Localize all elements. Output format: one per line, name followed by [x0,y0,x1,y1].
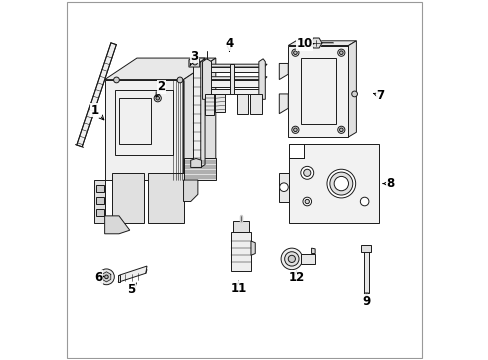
Circle shape [303,197,311,206]
Text: 10: 10 [296,37,313,50]
Polygon shape [364,293,368,297]
Polygon shape [96,185,104,192]
Polygon shape [104,216,129,234]
Circle shape [104,275,108,279]
Circle shape [360,197,368,206]
Circle shape [329,172,352,195]
Polygon shape [287,41,356,45]
Circle shape [99,269,114,285]
Polygon shape [249,94,262,114]
Polygon shape [237,94,247,114]
Text: 2: 2 [156,80,165,97]
Polygon shape [192,58,204,62]
Polygon shape [203,80,264,87]
Polygon shape [278,173,289,202]
Circle shape [339,51,343,54]
Polygon shape [311,248,314,253]
Circle shape [333,176,348,191]
Circle shape [156,96,159,100]
Polygon shape [183,158,215,180]
Polygon shape [287,45,348,137]
Text: 12: 12 [288,270,304,284]
Circle shape [339,128,343,132]
Polygon shape [183,180,198,202]
Polygon shape [250,241,255,255]
Circle shape [326,169,355,198]
Polygon shape [183,58,215,180]
Polygon shape [258,59,265,99]
Polygon shape [279,94,287,114]
Circle shape [291,49,298,56]
Text: 4: 4 [225,37,233,51]
Circle shape [113,77,119,83]
Polygon shape [361,244,371,252]
Circle shape [293,128,297,132]
Text: 8: 8 [383,177,394,190]
Polygon shape [112,173,144,223]
Polygon shape [104,58,215,80]
Text: 11: 11 [230,281,246,295]
Polygon shape [289,144,378,223]
Polygon shape [192,62,201,167]
Polygon shape [118,266,147,282]
Polygon shape [230,232,250,271]
Polygon shape [77,43,116,147]
Polygon shape [96,197,104,204]
Polygon shape [102,272,111,282]
Polygon shape [204,94,214,116]
Circle shape [177,77,183,83]
Circle shape [192,60,197,65]
Polygon shape [215,94,224,112]
Text: 9: 9 [362,294,370,308]
Circle shape [300,166,313,179]
Circle shape [154,95,161,102]
Polygon shape [203,89,264,94]
Text: 6: 6 [94,271,103,284]
Circle shape [305,199,309,204]
Circle shape [293,51,297,54]
Polygon shape [147,173,183,223]
Circle shape [287,255,295,262]
Circle shape [281,248,302,270]
Polygon shape [190,158,201,167]
Polygon shape [364,248,368,293]
Circle shape [279,183,287,192]
Polygon shape [230,64,233,94]
Polygon shape [203,77,266,80]
Polygon shape [348,41,356,137]
Text: 5: 5 [126,283,136,296]
Polygon shape [118,275,120,282]
Polygon shape [96,209,104,216]
Polygon shape [233,221,248,232]
Circle shape [337,49,344,56]
Polygon shape [203,67,264,72]
Polygon shape [300,253,314,264]
Polygon shape [279,63,287,80]
Text: 1: 1 [90,104,103,120]
Circle shape [351,91,357,97]
Polygon shape [203,64,266,67]
Polygon shape [94,180,104,223]
Circle shape [291,126,298,134]
Circle shape [303,169,310,176]
Text: 7: 7 [373,89,384,102]
Circle shape [337,126,344,134]
Polygon shape [201,59,204,167]
Polygon shape [202,59,211,99]
Polygon shape [310,38,321,48]
Polygon shape [188,56,199,67]
Text: 3: 3 [190,50,198,66]
Polygon shape [289,144,303,158]
Circle shape [284,252,298,266]
Polygon shape [104,80,183,180]
